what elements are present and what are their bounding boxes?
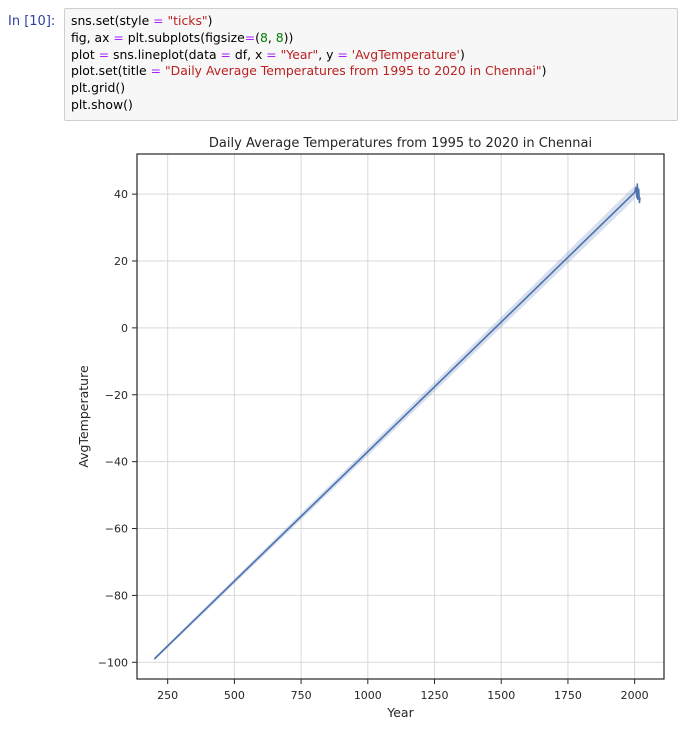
y-tick-label: −60 <box>105 523 128 536</box>
cell-prompt: In [10]: <box>8 14 56 29</box>
chart-title: Daily Average Temperatures from 1995 to … <box>209 136 592 151</box>
x-tick-label: 500 <box>224 689 245 702</box>
code-line: plt.grid() <box>71 80 126 96</box>
data-lines <box>153 183 641 660</box>
code-line: fig, ax = plt.subplots(figsize=(8, 8)) <box>71 29 294 45</box>
code-line: plt.show() <box>71 96 133 112</box>
x-tick-label: 1250 <box>421 689 449 702</box>
x-tick-label: 2000 <box>621 689 649 702</box>
code-line: plot = sns.lineplot(data = df, x = "Year… <box>71 46 465 62</box>
x-axis-label: Year <box>386 705 414 720</box>
code-cell[interactable]: sns.set(style = "ticks") fig, ax = plt.su… <box>64 8 678 121</box>
y-tick-label: −40 <box>105 456 128 469</box>
y-tick-label: −20 <box>105 389 128 402</box>
x-tick-label: 1750 <box>554 689 582 702</box>
x-tick-label: 1000 <box>354 689 382 702</box>
plot-frame <box>136 153 665 680</box>
x-ticks: 250 500 750 1000 1250 1500 1750 2000 <box>157 679 649 702</box>
x-tick-label: 1500 <box>487 689 515 702</box>
x-tick-label: 250 <box>157 689 178 702</box>
y-axis-label: AvgTemperature <box>76 365 91 468</box>
y-tick-label: −80 <box>105 589 128 602</box>
grid-lines <box>137 154 664 679</box>
y-tick-label: 0 <box>121 322 128 335</box>
code-line: plot.set(title = "Daily Average Temperat… <box>71 63 547 79</box>
code-line: sns.set(style = "ticks") <box>71 13 213 28</box>
y-tick-label: 40 <box>114 188 128 201</box>
y-tick-label: −100 <box>98 656 128 669</box>
x-tick-label: 750 <box>291 689 312 702</box>
code-block: sns.set(style = "ticks") fig, ax = plt.su… <box>71 13 677 114</box>
y-ticks: −100 −80 −60 −40 −20 0 20 40 <box>98 188 137 669</box>
y-tick-label: 20 <box>114 255 128 268</box>
